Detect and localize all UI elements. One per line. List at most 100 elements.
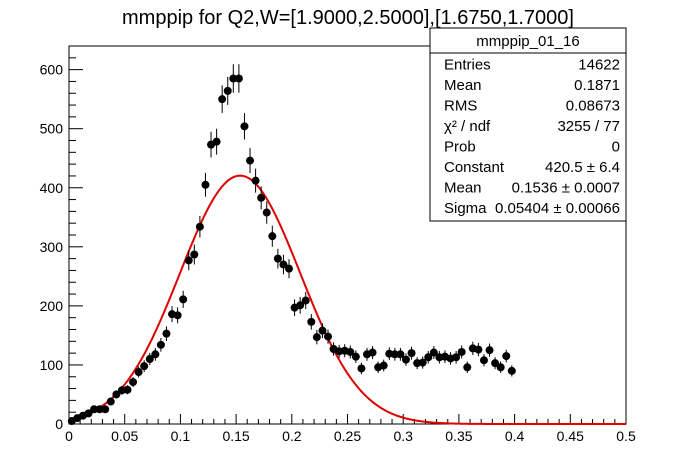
point-marker <box>84 409 93 418</box>
point-marker <box>429 348 438 357</box>
data-point <box>368 346 377 360</box>
data-point <box>479 354 488 367</box>
point-marker <box>457 347 466 356</box>
data-point <box>162 326 171 341</box>
data-points <box>67 64 516 426</box>
point-marker <box>195 222 204 231</box>
point-marker <box>218 95 227 104</box>
data-point <box>134 366 143 378</box>
point-marker <box>101 405 110 414</box>
data-point <box>145 352 154 366</box>
chart-title: mmppip for Q2,W=[1.9000,2.5000],[1.6750,… <box>122 7 574 29</box>
point-marker <box>496 363 505 372</box>
point-marker <box>123 385 132 394</box>
data-point <box>251 168 260 193</box>
y-axis: 0 100 200 300 400 500 600 <box>40 45 83 432</box>
data-point <box>240 113 249 140</box>
data-point <box>379 359 388 372</box>
point-marker <box>418 358 427 367</box>
data-point <box>351 350 360 363</box>
stats-row-value: 3255 / 77 <box>557 118 620 135</box>
point-marker <box>485 346 494 355</box>
data-point <box>234 64 243 93</box>
data-point <box>195 215 204 238</box>
stats-row-label: Mean <box>444 180 482 197</box>
y-tick-label: 200 <box>40 298 64 314</box>
data-point <box>507 365 516 377</box>
stats-row-value: 0 <box>612 139 620 156</box>
point-marker <box>307 317 316 326</box>
data-point <box>262 201 271 224</box>
point-marker <box>240 122 249 131</box>
point-marker <box>424 353 433 362</box>
x-tick-label: 0.25 <box>334 428 361 444</box>
stats-row-value: 0.1536 ± 0.0007 <box>512 180 620 197</box>
data-point <box>318 323 327 339</box>
point-marker <box>246 156 255 165</box>
point-marker <box>396 350 405 359</box>
data-point <box>101 405 110 414</box>
data-point <box>223 76 232 105</box>
data-point <box>346 345 355 359</box>
data-point <box>173 307 182 324</box>
stats-row-label: Constant <box>444 159 505 176</box>
stats-row-value: 14622 <box>578 57 620 74</box>
point-marker <box>156 340 165 349</box>
data-point <box>207 131 216 158</box>
x-tick-label: 0 <box>65 428 73 444</box>
point-marker <box>351 352 360 361</box>
point-marker <box>463 363 472 372</box>
y-tick-label: 0 <box>55 416 63 432</box>
data-point <box>491 357 500 370</box>
x-tick-label: 0.5 <box>616 428 636 444</box>
data-point <box>106 397 115 406</box>
x-tick-label: 0.1 <box>171 428 191 444</box>
point-marker <box>390 350 399 359</box>
y-tick-label: 600 <box>40 62 64 78</box>
point-marker <box>407 349 416 358</box>
x-axis: 0 0.05 0.1 0.15 0.2 0.25 0.3 0.35 0.4 0.45 0.5 <box>65 414 636 444</box>
data-point <box>285 259 294 279</box>
point-marker <box>134 368 143 377</box>
point-marker <box>296 301 305 310</box>
point-marker <box>184 256 193 265</box>
data-point <box>324 329 333 344</box>
point-marker <box>251 176 260 185</box>
x-tick-label: 0.15 <box>222 428 249 444</box>
y-tick-label: 100 <box>40 357 64 373</box>
point-marker <box>301 296 310 305</box>
data-point <box>273 248 282 269</box>
point-marker <box>145 355 154 364</box>
data-point <box>179 290 188 308</box>
data-point <box>279 254 288 275</box>
data-point <box>452 350 461 364</box>
x-tick-label: 0.35 <box>445 428 472 444</box>
stats-row-value: 0.1871 <box>574 77 620 94</box>
stats-box-frame <box>429 27 627 222</box>
point-marker <box>479 356 488 365</box>
point-marker <box>452 353 461 362</box>
data-point <box>407 346 416 360</box>
data-point <box>140 360 149 372</box>
data-point <box>312 330 321 345</box>
point-marker <box>268 232 277 241</box>
point-marker <box>346 347 355 356</box>
point-marker <box>140 362 149 371</box>
data-point <box>474 342 483 357</box>
stats-row-label: Sigma <box>444 200 487 217</box>
data-point <box>184 250 193 271</box>
data-point <box>129 377 138 388</box>
data-point <box>502 349 511 363</box>
x-tick-label: 0.45 <box>557 428 584 444</box>
data-point <box>485 343 494 357</box>
y-tick-label: 300 <box>40 239 64 255</box>
point-marker <box>324 332 333 341</box>
point-marker <box>312 333 321 342</box>
data-point <box>112 390 121 399</box>
stats-row-value: 0.08673 <box>566 98 620 115</box>
point-marker <box>106 397 115 406</box>
point-marker <box>229 74 238 83</box>
stats-row-label: Entries <box>444 57 491 74</box>
point-marker <box>368 348 377 357</box>
